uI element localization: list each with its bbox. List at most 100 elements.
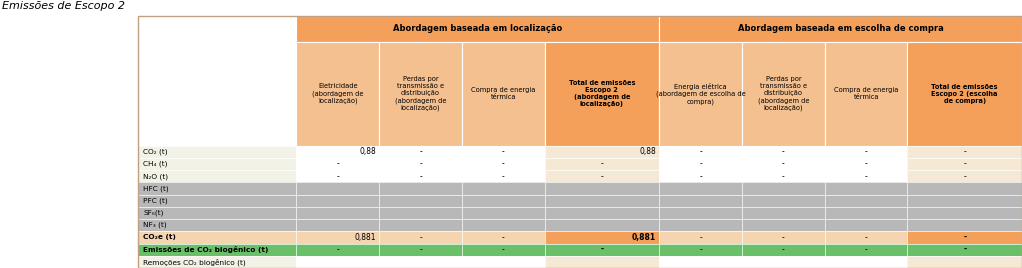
FancyBboxPatch shape	[659, 158, 742, 170]
FancyBboxPatch shape	[545, 244, 659, 256]
Text: -: -	[865, 147, 868, 157]
FancyBboxPatch shape	[379, 256, 462, 268]
Text: -: -	[782, 147, 785, 157]
Text: -: -	[699, 160, 702, 169]
FancyBboxPatch shape	[659, 195, 742, 207]
FancyBboxPatch shape	[742, 158, 825, 170]
FancyBboxPatch shape	[659, 16, 1022, 42]
Text: -: -	[600, 245, 604, 254]
FancyBboxPatch shape	[138, 158, 296, 170]
FancyBboxPatch shape	[545, 146, 659, 158]
Text: -: -	[419, 160, 422, 169]
FancyBboxPatch shape	[742, 219, 825, 231]
FancyBboxPatch shape	[825, 207, 908, 219]
FancyBboxPatch shape	[296, 183, 379, 195]
FancyBboxPatch shape	[742, 244, 825, 256]
Text: CO₂ (t): CO₂ (t)	[143, 149, 168, 155]
Text: CO₂e (t): CO₂e (t)	[143, 234, 176, 240]
Text: -: -	[865, 172, 868, 181]
FancyBboxPatch shape	[825, 42, 908, 146]
FancyBboxPatch shape	[379, 195, 462, 207]
FancyBboxPatch shape	[742, 146, 825, 158]
FancyBboxPatch shape	[379, 219, 462, 231]
FancyBboxPatch shape	[908, 256, 1022, 268]
Text: -: -	[336, 160, 339, 169]
Text: Total de emissões
Escopo 2 (escolha
de compra): Total de emissões Escopo 2 (escolha de c…	[931, 84, 998, 104]
FancyBboxPatch shape	[742, 170, 825, 183]
Text: -: -	[699, 233, 702, 242]
FancyBboxPatch shape	[138, 42, 296, 146]
FancyBboxPatch shape	[825, 195, 908, 207]
FancyBboxPatch shape	[462, 158, 545, 170]
Text: -: -	[601, 160, 603, 169]
Text: -: -	[419, 147, 422, 157]
Text: 0,881: 0,881	[632, 233, 656, 242]
Text: -: -	[865, 160, 868, 169]
Text: CH₄ (t): CH₄ (t)	[143, 161, 168, 167]
FancyBboxPatch shape	[138, 244, 296, 256]
Text: -: -	[699, 172, 702, 181]
FancyBboxPatch shape	[462, 207, 545, 219]
FancyBboxPatch shape	[825, 170, 908, 183]
Text: N₂O (t): N₂O (t)	[143, 173, 169, 180]
FancyBboxPatch shape	[659, 219, 742, 231]
FancyBboxPatch shape	[296, 219, 379, 231]
Text: -: -	[502, 233, 505, 242]
Text: 0,88: 0,88	[360, 147, 376, 157]
FancyBboxPatch shape	[138, 195, 296, 207]
FancyBboxPatch shape	[908, 219, 1022, 231]
FancyBboxPatch shape	[296, 195, 379, 207]
Text: 0,88: 0,88	[640, 147, 656, 157]
FancyBboxPatch shape	[659, 183, 742, 195]
FancyBboxPatch shape	[659, 256, 742, 268]
FancyBboxPatch shape	[742, 256, 825, 268]
FancyBboxPatch shape	[462, 244, 545, 256]
FancyBboxPatch shape	[545, 158, 659, 170]
Text: -: -	[963, 233, 967, 242]
FancyBboxPatch shape	[825, 158, 908, 170]
FancyBboxPatch shape	[742, 42, 825, 146]
FancyBboxPatch shape	[545, 231, 659, 244]
FancyBboxPatch shape	[908, 244, 1022, 256]
Text: -: -	[699, 245, 702, 254]
Text: Eletricidade
(abordagem de
localização): Eletricidade (abordagem de localização)	[312, 83, 364, 104]
Text: Energia elétrica
(abordagem de escolha de
compra): Energia elétrica (abordagem de escolha d…	[656, 83, 745, 105]
Text: -: -	[502, 160, 505, 169]
Text: Emissões de CO₂ biogênico (t): Emissões de CO₂ biogênico (t)	[143, 246, 269, 253]
FancyBboxPatch shape	[138, 16, 296, 42]
Text: -: -	[419, 172, 422, 181]
FancyBboxPatch shape	[659, 231, 742, 244]
FancyBboxPatch shape	[296, 207, 379, 219]
FancyBboxPatch shape	[296, 244, 379, 256]
FancyBboxPatch shape	[296, 170, 379, 183]
FancyBboxPatch shape	[908, 170, 1022, 183]
Text: Remoções CO₂ biogênico (t): Remoções CO₂ biogênico (t)	[143, 258, 246, 266]
Text: PFC (t): PFC (t)	[143, 198, 168, 204]
FancyBboxPatch shape	[379, 207, 462, 219]
FancyBboxPatch shape	[462, 256, 545, 268]
Text: Perdas por
transmissão e
distribuição
(abordagem de
localização): Perdas por transmissão e distribuição (a…	[757, 76, 809, 111]
FancyBboxPatch shape	[908, 195, 1022, 207]
FancyBboxPatch shape	[138, 256, 296, 268]
FancyBboxPatch shape	[742, 231, 825, 244]
FancyBboxPatch shape	[825, 244, 908, 256]
FancyBboxPatch shape	[659, 244, 742, 256]
FancyBboxPatch shape	[462, 231, 545, 244]
Text: NF₃ (t): NF₃ (t)	[143, 222, 167, 228]
Text: -: -	[336, 245, 339, 254]
FancyBboxPatch shape	[296, 231, 379, 244]
Text: Total de emissões
Escopo 2
(abordagem de
localização): Total de emissões Escopo 2 (abordagem de…	[568, 80, 636, 107]
Text: -: -	[964, 172, 966, 181]
Text: -: -	[782, 245, 785, 254]
FancyBboxPatch shape	[138, 207, 296, 219]
FancyBboxPatch shape	[825, 146, 908, 158]
FancyBboxPatch shape	[908, 42, 1022, 146]
Text: -: -	[782, 233, 785, 242]
FancyBboxPatch shape	[545, 195, 659, 207]
FancyBboxPatch shape	[462, 42, 545, 146]
FancyBboxPatch shape	[545, 207, 659, 219]
FancyBboxPatch shape	[742, 195, 825, 207]
FancyBboxPatch shape	[462, 195, 545, 207]
FancyBboxPatch shape	[742, 207, 825, 219]
FancyBboxPatch shape	[138, 231, 296, 244]
